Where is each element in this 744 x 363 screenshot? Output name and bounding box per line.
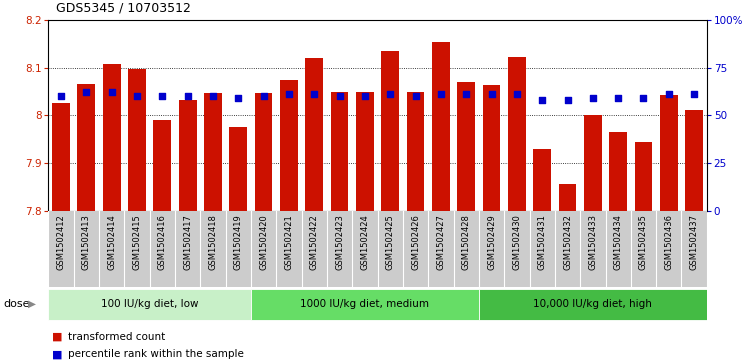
Text: GSM1502413: GSM1502413 [82,214,91,270]
Text: 10,000 IU/kg diet, high: 10,000 IU/kg diet, high [533,299,652,309]
Point [232,95,244,101]
FancyBboxPatch shape [479,289,707,319]
Text: percentile rank within the sample: percentile rank within the sample [68,349,244,359]
Text: GDS5345 / 10703512: GDS5345 / 10703512 [56,1,190,15]
Text: GSM1502428: GSM1502428 [462,214,471,270]
Point [638,95,650,101]
Text: GSM1502432: GSM1502432 [563,214,572,270]
Bar [254,93,272,211]
Text: transformed count: transformed count [68,332,166,342]
Bar [305,58,323,211]
Text: ▶: ▶ [28,299,36,309]
Point [562,97,574,103]
Text: 100 IU/kg diet, low: 100 IU/kg diet, low [101,299,199,309]
FancyBboxPatch shape [48,289,251,319]
FancyBboxPatch shape [251,289,479,319]
Text: ■: ■ [52,349,62,359]
Text: GSM1502426: GSM1502426 [411,214,420,270]
Bar [432,42,450,211]
Bar [533,148,551,211]
Text: GSM1502414: GSM1502414 [107,214,116,270]
Point [536,97,548,103]
Text: GSM1502429: GSM1502429 [487,214,496,270]
Text: GSM1502421: GSM1502421 [284,214,293,270]
Point [106,89,118,95]
Bar [103,64,121,211]
Text: dose: dose [4,299,31,309]
Bar [52,103,70,211]
Point [587,95,599,101]
Text: GSM1502417: GSM1502417 [183,214,192,270]
Text: GSM1502431: GSM1502431 [538,214,547,270]
Text: GSM1502433: GSM1502433 [589,214,597,270]
Text: GSM1502418: GSM1502418 [208,214,217,270]
Bar [559,184,577,211]
Point [612,95,624,101]
Text: GSM1502430: GSM1502430 [513,214,522,270]
Bar [685,110,703,211]
Bar [128,69,146,211]
Point [55,93,67,99]
Point [359,93,371,99]
Point [461,91,472,97]
Text: GSM1502420: GSM1502420 [259,214,268,270]
Text: GSM1502412: GSM1502412 [57,214,65,270]
Bar [229,127,247,211]
Point [156,93,168,99]
Bar [609,132,627,211]
Point [435,91,447,97]
Point [257,93,269,99]
Bar [204,93,222,211]
Bar [584,115,602,211]
Bar [280,81,298,211]
Bar [331,92,348,211]
Bar [407,92,424,211]
Point [80,89,92,95]
Bar [508,57,526,211]
Text: GSM1502425: GSM1502425 [385,214,395,270]
Text: 1000 IU/kg diet, medium: 1000 IU/kg diet, medium [301,299,429,309]
Text: GSM1502419: GSM1502419 [234,214,243,270]
Point [207,93,219,99]
Text: GSM1502422: GSM1502422 [310,214,318,270]
Bar [356,92,373,211]
Point [385,91,397,97]
Bar [483,85,501,211]
Point [333,93,345,99]
Bar [458,82,475,211]
Text: GSM1502424: GSM1502424 [360,214,370,270]
Bar [179,99,196,211]
Text: GSM1502423: GSM1502423 [335,214,344,270]
Point [486,91,498,97]
Text: GSM1502436: GSM1502436 [664,214,673,270]
Point [688,91,700,97]
Bar [153,120,171,211]
Text: GSM1502435: GSM1502435 [639,214,648,270]
Text: GSM1502416: GSM1502416 [158,214,167,270]
Bar [635,142,652,211]
Point [131,93,143,99]
Text: GSM1502437: GSM1502437 [690,214,699,270]
Bar [77,84,95,211]
Text: GSM1502415: GSM1502415 [132,214,141,270]
Text: GSM1502434: GSM1502434 [614,214,623,270]
Bar [660,95,678,211]
Point [308,91,320,97]
Bar [382,51,399,211]
Point [410,93,422,99]
Point [511,91,523,97]
Point [182,93,193,99]
Text: GSM1502427: GSM1502427 [437,214,446,270]
Point [663,91,675,97]
Text: ■: ■ [52,332,62,342]
Point [283,91,295,97]
